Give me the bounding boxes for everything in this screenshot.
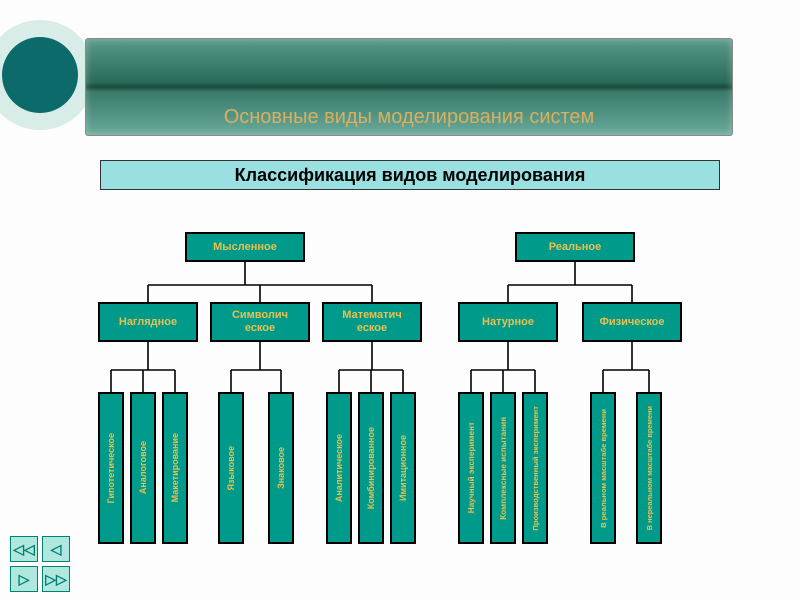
node-simvolicheskoe: Символическое [210,302,310,342]
node-vrealnom: В реальном масштабе времени [590,392,616,544]
nav-prev[interactable]: ◁ [42,536,70,562]
node-naglyadnoe: Наглядное [98,302,198,342]
node-naturnoe: Натурное [458,302,558,342]
node-imitatsionnoe: Имитационное [390,392,416,544]
node-vnerealnom: В нереальном масштабе времени [636,392,662,544]
node-kompleksnye: Комплексные испытания [490,392,516,544]
node-nauchnyi: Научный эксперимент [458,392,484,544]
title-bar: Основные виды моделирования систем [85,38,733,136]
nav-first[interactable]: ◁◁ [10,536,38,562]
node-znakovoe: Знаковое [268,392,294,544]
decor-circle-inner [2,37,78,113]
node-matematicheskoe: Математическое [322,302,422,342]
node-analogovoe: Аналоговое [130,392,156,544]
nav-next[interactable]: ▷ [10,566,38,592]
title-text: Основные виды моделирования систем [224,106,595,129]
node-myslennoe: Мысленное [185,232,305,262]
node-proizvodstvennyi: Производственный эксперимент [522,392,548,544]
nav-last[interactable]: ▷▷ [42,566,70,592]
node-analiticheskoe: Аналитическое [326,392,352,544]
node-fizicheskoe: Физическое [582,302,682,342]
node-realnoe: Реальное [515,232,635,262]
subtitle-bar: Классификация видов моделирования [100,160,720,190]
node-kombinirovannoe: Комбинированное [358,392,384,544]
node-maketirovanie: Макетирование [162,392,188,544]
subtitle-text: Классификация видов моделирования [235,165,586,186]
node-gipoteticheskoe: Гипотетическое [98,392,124,544]
node-yazykovoe: Языковое [218,392,244,544]
